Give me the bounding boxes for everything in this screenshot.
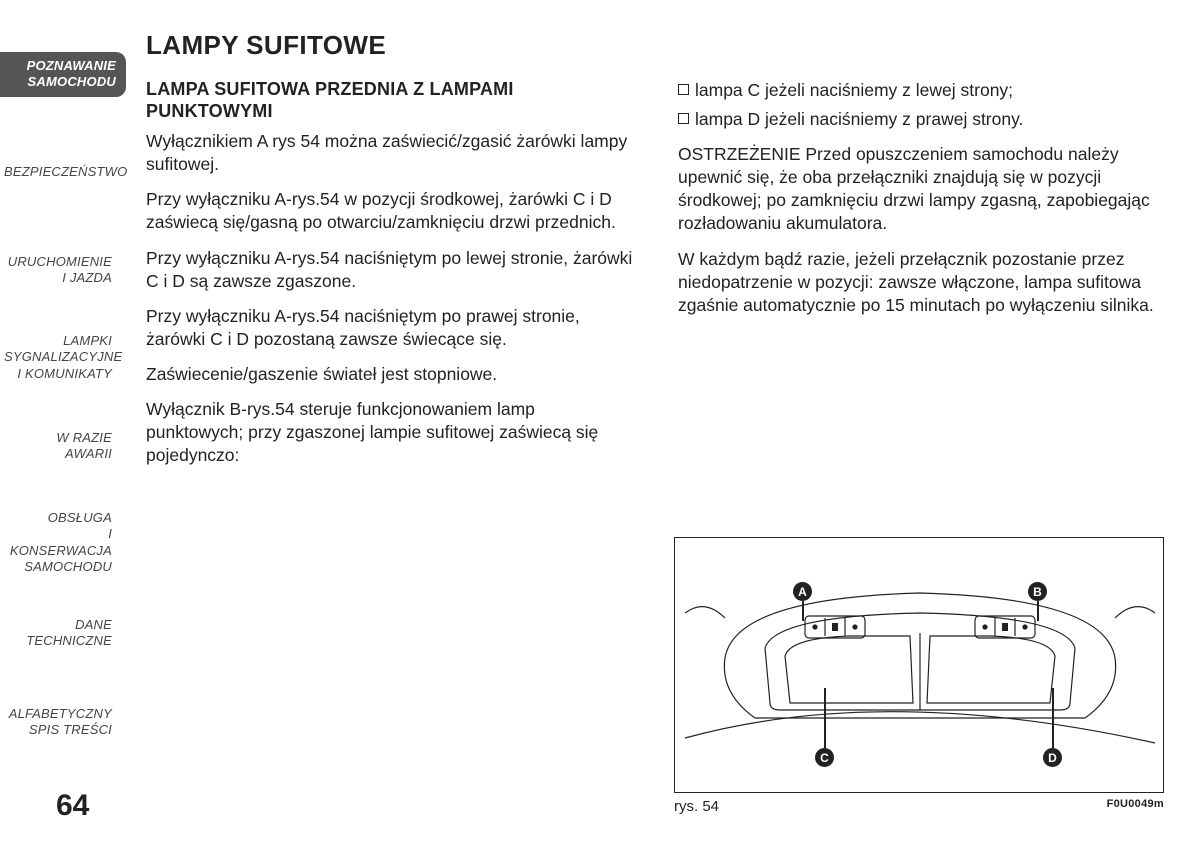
body-text: Przy wyłączniku A-rys.54 naciśniętym po … bbox=[146, 305, 634, 351]
tab-label: I KOMUNIKATY bbox=[4, 366, 112, 382]
bullet-text: lampa D jeżeli naciśniemy z prawej stron… bbox=[695, 108, 1023, 131]
body-text: OSTRZEŻENIE Przed opuszczeniem samochodu… bbox=[678, 143, 1166, 235]
section-heading: LAMPA SUFITOWA PRZEDNIA Z LAMPAMI PUNKTO… bbox=[146, 79, 634, 122]
body-text: Wyłącznikiem A rys 54 można zaświecić/zg… bbox=[146, 130, 634, 176]
tab-spis[interactable]: ALFABETYCZNY SPIS TREŚCI bbox=[0, 700, 118, 745]
tab-label: BEZPIECZEŃSTWO bbox=[4, 164, 112, 180]
bullet-item: lampa D jeżeli naciśniemy z prawej stron… bbox=[678, 108, 1166, 131]
bullet-text: lampa C jeżeli naciśniemy z lewej strony… bbox=[695, 79, 1013, 102]
tab-bezpieczenstwo[interactable]: BEZPIECZEŃSTWO bbox=[0, 158, 118, 186]
tab-label: SAMOCHODU bbox=[4, 559, 112, 575]
tab-label: SAMOCHODU bbox=[4, 74, 116, 90]
callout-d: D bbox=[1043, 748, 1062, 767]
callout-b: B bbox=[1028, 582, 1047, 601]
content-area: LAMPY SUFITOWE LAMPA SUFITOWA PRZEDNIA Z… bbox=[146, 30, 1166, 479]
right-column: lampa C jeżeli naciśniemy z lewej strony… bbox=[678, 79, 1166, 479]
body-text: Wyłącznik B-rys.54 steruje funkcjonowani… bbox=[146, 398, 634, 467]
body-text: Przy wyłączniku A-rys.54 w pozycji środk… bbox=[146, 188, 634, 234]
tab-label: SPIS TREŚCI bbox=[4, 722, 112, 738]
tab-label: URUCHOMIENIE bbox=[4, 254, 112, 270]
tab-label: DANE bbox=[4, 617, 112, 633]
figure-caption: rys. 54 bbox=[674, 798, 719, 815]
tab-awarii[interactable]: W RAZIE AWARII bbox=[0, 424, 118, 469]
body-text: W każdym bądź razie, jeżeli przełącznik … bbox=[678, 248, 1166, 317]
figure-illustration bbox=[675, 538, 1165, 794]
tab-label: ALFABETYCZNY bbox=[4, 706, 112, 722]
figure-code: F0U0049m bbox=[1107, 798, 1164, 815]
tab-label: SYGNALIZACYJNE bbox=[4, 349, 112, 365]
bullet-icon bbox=[678, 113, 689, 124]
tab-dane[interactable]: DANE TECHNICZNE bbox=[0, 611, 118, 656]
tab-poznawanie[interactable]: POZNAWANIE SAMOCHODU bbox=[0, 52, 126, 97]
tab-lampki[interactable]: LAMPKI SYGNALIZACYJNE I KOMUNIKATY bbox=[0, 327, 118, 388]
leader-line bbox=[1052, 688, 1054, 748]
body-text: Zaświecenie/gaszenie świateł jest stopni… bbox=[146, 363, 634, 386]
body-text: Przy wyłączniku A-rys.54 naciśniętym po … bbox=[146, 247, 634, 293]
bullet-item: lampa C jeżeli naciśniemy z lewej strony… bbox=[678, 79, 1166, 102]
bullet-icon bbox=[678, 84, 689, 95]
callout-c: C bbox=[815, 748, 834, 767]
tab-obsluga[interactable]: OBSŁUGA I KONSERWACJA SAMOCHODU bbox=[0, 504, 118, 581]
leader-line bbox=[1037, 601, 1039, 621]
figure-caption-row: rys. 54 F0U0049m bbox=[674, 798, 1164, 815]
tab-label: W RAZIE bbox=[4, 430, 112, 446]
tab-label: OBSŁUGA bbox=[4, 510, 112, 526]
leader-line bbox=[802, 601, 804, 621]
tab-label: AWARII bbox=[4, 446, 112, 462]
callout-a: A bbox=[793, 582, 812, 601]
tab-uruchomienie[interactable]: URUCHOMIENIE I JAZDA bbox=[0, 248, 118, 293]
left-column: LAMPA SUFITOWA PRZEDNIA Z LAMPAMI PUNKTO… bbox=[146, 79, 634, 479]
figure-54: A B C D bbox=[674, 537, 1164, 793]
leader-line bbox=[824, 688, 826, 748]
page-title: LAMPY SUFITOWE bbox=[146, 30, 1166, 61]
tab-label: TECHNICZNE bbox=[4, 633, 112, 649]
tab-label: I KONSERWACJA bbox=[4, 526, 112, 559]
tab-label: POZNAWANIE bbox=[4, 58, 116, 74]
tab-label: LAMPKI bbox=[4, 333, 112, 349]
sidebar-nav: POZNAWANIE SAMOCHODU BEZPIECZEŃSTWO URUC… bbox=[0, 0, 130, 845]
page-number: 64 bbox=[56, 789, 89, 823]
tab-label: I JAZDA bbox=[4, 270, 112, 286]
